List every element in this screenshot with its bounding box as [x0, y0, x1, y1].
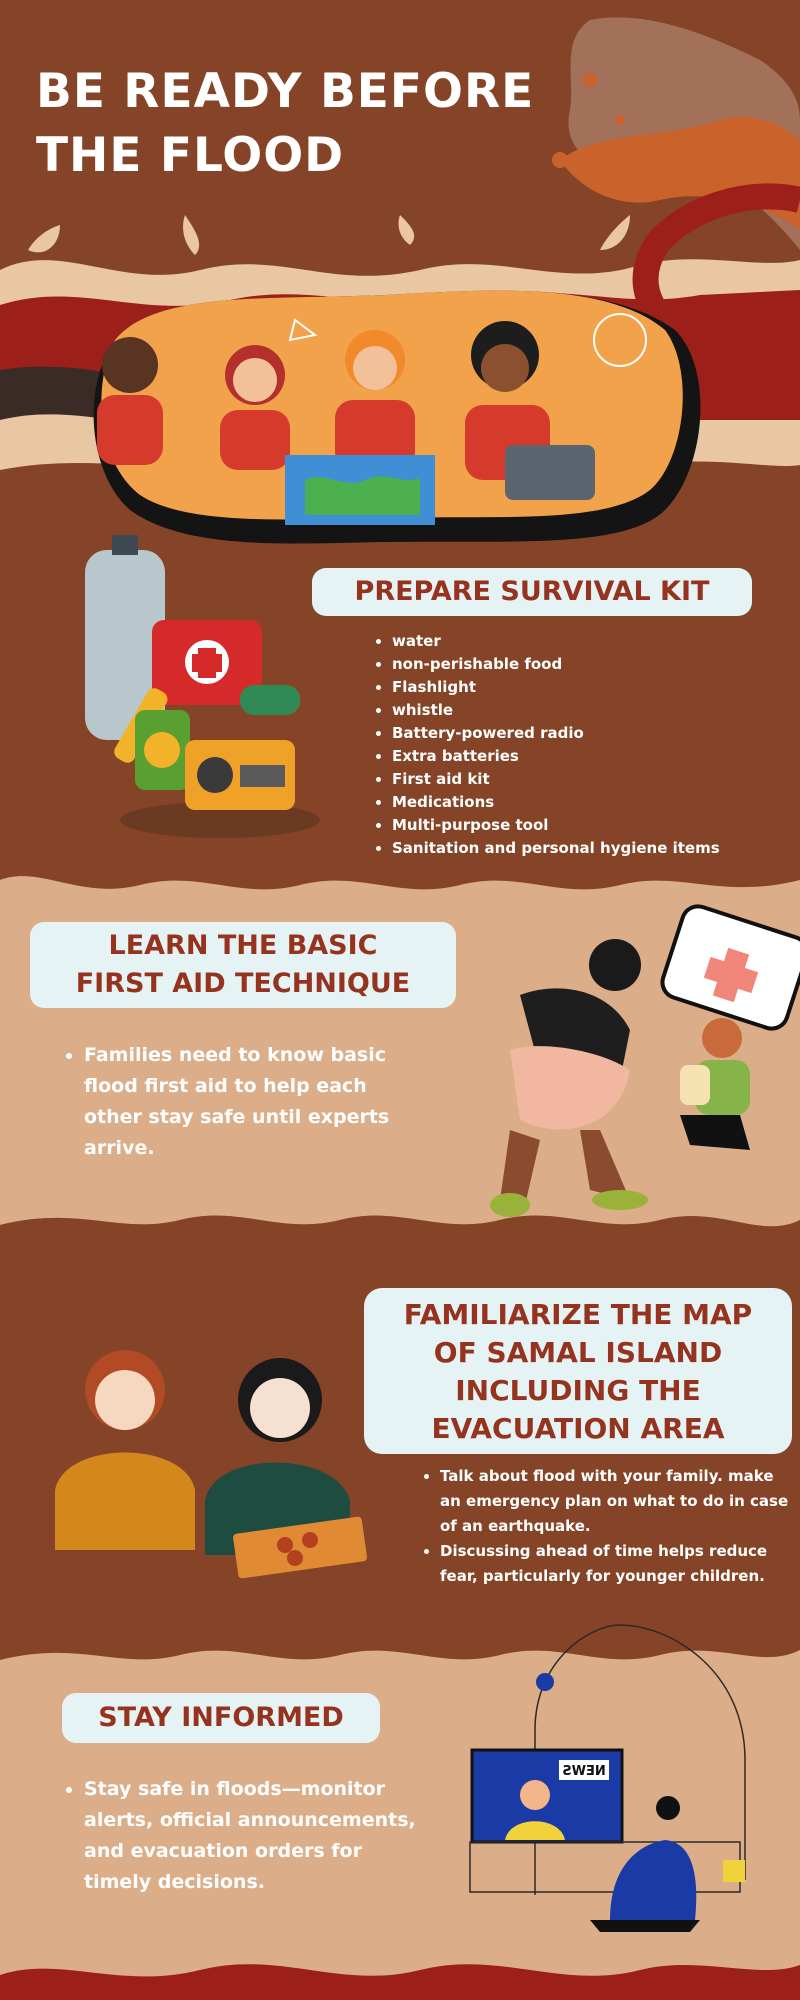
person-watching — [610, 1840, 697, 1920]
stay-informed-list: Stay safe in floods—monitor alerts, offi… — [64, 1774, 424, 1898]
child-head — [702, 1018, 742, 1058]
map-heading-line-1: FAMILIARIZE THE MAP — [403, 1298, 753, 1331]
list-item: non-perishable food — [392, 653, 800, 676]
list-item: Stay safe in floods—monitor alerts, offi… — [84, 1774, 424, 1898]
family-illustration — [55, 1350, 368, 1579]
stay-informed-heading: STAY INFORMED — [62, 1693, 380, 1743]
page-title: BE READY BEFORE THE FLOOD — [36, 60, 556, 188]
tray — [233, 1516, 368, 1579]
radio-prop — [505, 445, 595, 500]
list-item: Flashlight — [392, 676, 800, 699]
drop-4 — [600, 215, 630, 250]
list-item: whistle — [392, 699, 800, 722]
list-item: Multi-purpose tool — [392, 814, 800, 837]
survival-kit-heading: PREPARE SURVIVAL KIT — [312, 568, 752, 616]
bottom-red-wave — [0, 1964, 800, 2000]
volunteers-illustration — [93, 290, 701, 544]
list-item: First aid kit — [392, 768, 800, 791]
list-item: Talk about flood with your family. make … — [440, 1464, 790, 1539]
list-item: Sanitation and personal hygiene items — [392, 837, 800, 860]
list-item: Extra batteries — [392, 745, 800, 768]
volunteer-3 — [335, 330, 415, 470]
map-heading-line-4: EVACUATION AREA — [431, 1412, 725, 1445]
volunteer-2 — [220, 345, 290, 470]
drop-1 — [28, 225, 60, 253]
title-line-1: BE READY BEFORE — [36, 64, 535, 119]
list-item: water — [392, 630, 800, 653]
drop-2 — [183, 215, 200, 255]
first-aid-heading-line-1: LEARN THE BASIC — [108, 930, 378, 961]
survival-kit-list: water non-perishable food Flashlight whi… — [372, 630, 800, 860]
list-item: Discussing ahead of time helps reduce fe… — [440, 1539, 790, 1589]
map-heading-line-3: INCLUDING THE — [455, 1374, 701, 1407]
water-bottle — [85, 550, 165, 740]
first-aid-heading-line-2: FIRST AID TECHNIQUE — [75, 968, 411, 999]
map-heading-line-2: OF SAMAL ISLAND — [433, 1336, 723, 1369]
list-item: Medications — [392, 791, 800, 814]
list-item: Battery-powered radio — [392, 722, 800, 745]
bandage — [680, 1065, 710, 1105]
survival-kit-illustration — [85, 535, 320, 838]
volunteer-4 — [465, 321, 550, 480]
list-item: Families need to know basic flood first … — [84, 1040, 424, 1164]
map-heading: FAMILIARIZE THE MAP OF SAMAL ISLAND INCL… — [364, 1288, 792, 1454]
news-sign: NEWS — [562, 1764, 605, 1779]
news-illustration: NEWS — [469, 1624, 746, 1932]
woman-1 — [55, 1452, 195, 1550]
drop-3 — [398, 215, 415, 245]
title-line-2: THE FLOOD — [36, 128, 345, 183]
map-list: Talk about flood with your family. make … — [420, 1464, 790, 1589]
first-aid-illustration — [490, 904, 800, 1217]
tv-stand — [469, 1841, 741, 1893]
whistle — [240, 685, 300, 715]
swirl — [632, 183, 800, 360]
first-aid-list: Families need to know basic flood first … — [64, 1040, 424, 1164]
first-aid-heading: LEARN THE BASIC FIRST AID TECHNIQUE — [30, 922, 456, 1008]
volunteer-1 — [97, 337, 163, 465]
